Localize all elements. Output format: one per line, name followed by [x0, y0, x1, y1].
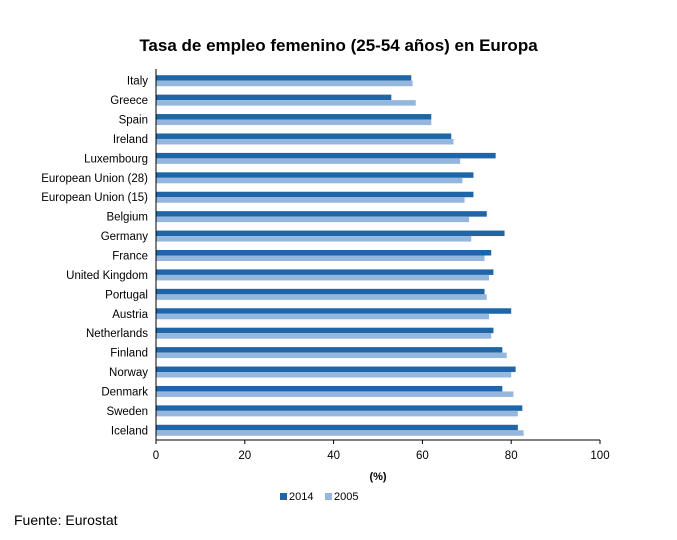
bar-2005-finland — [156, 352, 507, 359]
bar-2005-united-kingdom — [156, 274, 489, 281]
x-tick-label: 80 — [505, 450, 518, 462]
category-label: Norway — [109, 367, 148, 379]
x-tick-label: 40 — [327, 450, 340, 462]
category-label: Sweden — [106, 406, 148, 418]
legend-label-2005: 2005 — [334, 491, 358, 503]
bar-2005-european-union-28 — [156, 177, 463, 184]
bar-2014-iceland — [156, 424, 518, 431]
legend-swatch-2005 — [325, 493, 332, 500]
bar-2014-germany — [156, 230, 505, 237]
x-tick-label: 60 — [416, 450, 429, 462]
x-tick-label: 0 — [153, 450, 159, 462]
category-label: Germany — [101, 231, 149, 243]
chart-title: Tasa de empleo femenino (25-54 años) en … — [139, 36, 538, 55]
category-label: Finland — [110, 348, 148, 360]
category-label: European Union (28) — [41, 173, 148, 185]
bars-group — [156, 75, 524, 436]
bar-2014-portugal — [156, 288, 485, 295]
bar-2014-france — [156, 250, 492, 256]
bar-2005-luxembourg — [156, 158, 461, 164]
category-label: Denmark — [101, 386, 148, 398]
bar-2005-france — [156, 255, 485, 261]
category-label: European Union (15) — [41, 192, 148, 204]
axes-group: 0 20 40 60 80 100 — [153, 69, 610, 462]
category-label: Portugal — [105, 289, 148, 301]
source-note: Fuente: Eurostat — [14, 512, 118, 528]
bar-2014-united-kingdom — [156, 269, 494, 275]
bar-2014-belgium — [156, 211, 487, 217]
bar-2014-denmark — [156, 385, 503, 392]
category-label: Luxembourg — [84, 153, 148, 165]
bar-2014-netherlands — [156, 327, 494, 334]
category-label: Netherlands — [86, 328, 148, 340]
bar-2014-spain — [156, 114, 432, 120]
bar-2005-norway — [156, 372, 512, 378]
bar-2014-european-union-28 — [156, 172, 474, 178]
category-label: Italy — [127, 76, 148, 88]
category-label: Austria — [112, 309, 148, 321]
bar-2014-sweden — [156, 405, 523, 411]
bar-2014-ireland — [156, 133, 452, 139]
category-label: Iceland — [111, 425, 148, 437]
legend-swatch-2014 — [280, 493, 287, 500]
bar-2005-denmark — [156, 391, 514, 397]
category-labels: Italy Greece Spain Ireland Luxembourg Europea… — [41, 76, 148, 438]
bar-2014-italy — [156, 75, 412, 81]
bar-2014-norway — [156, 366, 516, 373]
bar-2005-netherlands — [156, 333, 492, 339]
category-label: France — [112, 251, 148, 263]
bar-2014-finland — [156, 347, 503, 353]
bar-2014-european-union-15 — [156, 191, 474, 198]
bar-2005-belgium — [156, 216, 470, 223]
category-label: United Kingdom — [66, 270, 148, 282]
bar-2005-germany — [156, 236, 472, 242]
legend-label-2014: 2014 — [289, 491, 313, 503]
bar-2005-austria — [156, 313, 489, 320]
x-tick-label: 20 — [238, 450, 251, 462]
bar-2005-portugal — [156, 294, 487, 300]
bar-2005-iceland — [156, 430, 524, 436]
x-axis-title: (%) — [369, 471, 386, 483]
bar-2005-european-union-15 — [156, 197, 465, 203]
bar-2005-ireland — [156, 138, 454, 145]
bar-2014-greece — [156, 94, 392, 101]
category-label: Greece — [110, 95, 148, 107]
bar-2005-greece — [156, 100, 416, 106]
category-label: Spain — [119, 115, 148, 127]
bar-2005-spain — [156, 119, 432, 126]
category-label: Ireland — [113, 134, 148, 146]
bar-2014-austria — [156, 308, 512, 314]
bar-2005-italy — [156, 80, 413, 87]
category-label: Belgium — [106, 212, 148, 224]
bar-2014-luxembourg — [156, 152, 496, 159]
x-tick-label: 100 — [590, 450, 609, 462]
bar-2005-sweden — [156, 410, 518, 417]
legend: 2014 2005 — [280, 491, 358, 503]
